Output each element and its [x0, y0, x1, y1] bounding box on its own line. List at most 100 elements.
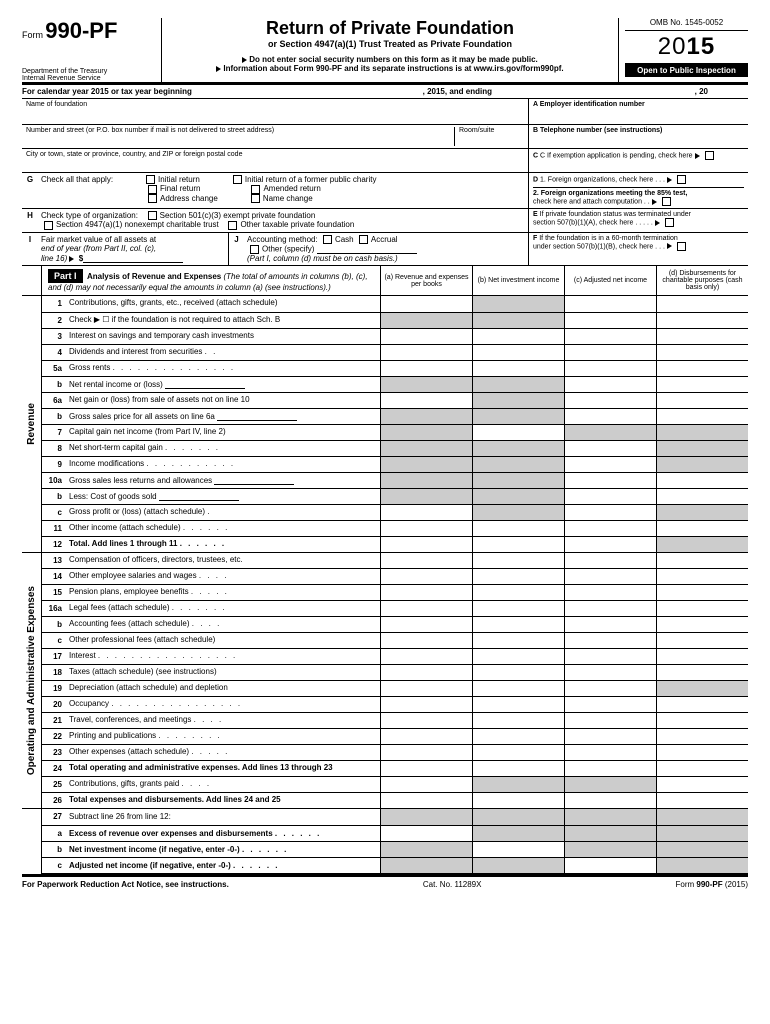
cell-b[interactable] — [472, 713, 564, 729]
cell-d[interactable] — [656, 520, 748, 536]
cell-a[interactable] — [380, 697, 472, 713]
cell-b[interactable] — [472, 424, 564, 440]
cell-c[interactable] — [564, 697, 656, 713]
name-field[interactable] — [26, 108, 524, 122]
cell-b[interactable] — [472, 569, 564, 585]
cell-d[interactable] — [656, 713, 748, 729]
inline-field[interactable] — [165, 379, 245, 389]
cell-c[interactable] — [564, 793, 656, 809]
cell-d[interactable] — [656, 376, 748, 392]
cell-d[interactable] — [656, 601, 748, 617]
d1-checkbox[interactable] — [677, 175, 686, 184]
cell-b[interactable] — [472, 841, 564, 857]
cell-d[interactable] — [656, 665, 748, 681]
cell-b[interactable] — [472, 585, 564, 601]
cell-c[interactable] — [564, 553, 656, 569]
cell-b[interactable] — [472, 617, 564, 633]
cell-c[interactable] — [564, 472, 656, 488]
ein-field[interactable] — [533, 108, 744, 122]
cell-c[interactable] — [564, 440, 656, 456]
phone-field[interactable] — [533, 134, 744, 146]
cell-d[interactable] — [656, 617, 748, 633]
cell-c[interactable] — [564, 328, 656, 344]
cell-d[interactable] — [656, 569, 748, 585]
cell-c[interactable] — [564, 665, 656, 681]
cell-b[interactable] — [472, 793, 564, 809]
cell-c[interactable] — [564, 360, 656, 376]
d2-checkbox[interactable] — [662, 197, 671, 206]
cell-b[interactable] — [472, 649, 564, 665]
cell-c[interactable] — [564, 392, 656, 408]
cell-a[interactable] — [380, 504, 472, 520]
cell-a[interactable] — [380, 585, 472, 601]
cell-b[interactable] — [472, 729, 564, 745]
cell-a[interactable] — [380, 633, 472, 649]
cell-c[interactable] — [564, 408, 656, 424]
fmv-field[interactable] — [83, 253, 183, 263]
cell-b[interactable] — [472, 681, 564, 697]
cell-a[interactable] — [380, 665, 472, 681]
h3-checkbox[interactable] — [228, 221, 237, 230]
cell-d[interactable] — [656, 408, 748, 424]
j-cash-checkbox[interactable] — [323, 235, 332, 244]
cell-a[interactable] — [380, 601, 472, 617]
cell-a[interactable] — [380, 296, 472, 312]
cell-b[interactable] — [472, 633, 564, 649]
cell-d[interactable] — [656, 729, 748, 745]
cell-b[interactable] — [472, 328, 564, 344]
cell-c[interactable] — [564, 296, 656, 312]
cell-b[interactable] — [472, 745, 564, 761]
cell-c[interactable] — [564, 585, 656, 601]
cell-a[interactable] — [380, 360, 472, 376]
cell-d[interactable] — [656, 328, 748, 344]
cell-c[interactable] — [564, 745, 656, 761]
cell-b[interactable] — [472, 536, 564, 552]
cell-a[interactable] — [380, 761, 472, 777]
cell-c[interactable] — [564, 857, 656, 873]
g-address-checkbox[interactable] — [148, 194, 157, 203]
cell-a[interactable] — [380, 681, 472, 697]
cell-b[interactable] — [472, 665, 564, 681]
cell-a[interactable] — [380, 793, 472, 809]
cell-b[interactable] — [472, 360, 564, 376]
cell-d[interactable] — [656, 360, 748, 376]
cell-a[interactable] — [380, 344, 472, 360]
cell-a[interactable] — [380, 745, 472, 761]
cell-c[interactable] — [564, 456, 656, 472]
g-initial-former-checkbox[interactable] — [233, 175, 242, 184]
inline-field[interactable] — [217, 411, 297, 421]
cell-c[interactable] — [564, 312, 656, 328]
cell-c[interactable] — [564, 488, 656, 504]
cell-a[interactable] — [380, 569, 472, 585]
cell-c[interactable] — [564, 729, 656, 745]
g-initial-checkbox[interactable] — [146, 175, 155, 184]
inline-field[interactable] — [159, 491, 239, 501]
cell-b[interactable] — [472, 344, 564, 360]
cell-c[interactable] — [564, 520, 656, 536]
cell-d[interactable] — [656, 633, 748, 649]
cell-a[interactable] — [380, 729, 472, 745]
cell-a[interactable] — [380, 713, 472, 729]
cell-b[interactable] — [472, 761, 564, 777]
cell-d[interactable] — [656, 472, 748, 488]
cell-a[interactable] — [380, 392, 472, 408]
cell-d[interactable] — [656, 585, 748, 601]
cell-d[interactable] — [656, 344, 748, 360]
cell-c[interactable] — [564, 761, 656, 777]
cell-d[interactable] — [656, 553, 748, 569]
cell-b[interactable] — [472, 553, 564, 569]
cell-b[interactable] — [472, 520, 564, 536]
cell-d[interactable] — [656, 296, 748, 312]
g-name-checkbox[interactable] — [251, 194, 260, 203]
cell-c[interactable] — [564, 617, 656, 633]
cell-d[interactable] — [656, 649, 748, 665]
cell-d[interactable] — [656, 392, 748, 408]
f-checkbox[interactable] — [677, 242, 686, 251]
cell-c[interactable] — [564, 713, 656, 729]
cell-d[interactable] — [656, 777, 748, 793]
cell-a[interactable] — [380, 777, 472, 793]
cell-c[interactable] — [564, 344, 656, 360]
cell-d[interactable] — [656, 745, 748, 761]
cell-b[interactable] — [472, 697, 564, 713]
cell-b[interactable] — [472, 601, 564, 617]
